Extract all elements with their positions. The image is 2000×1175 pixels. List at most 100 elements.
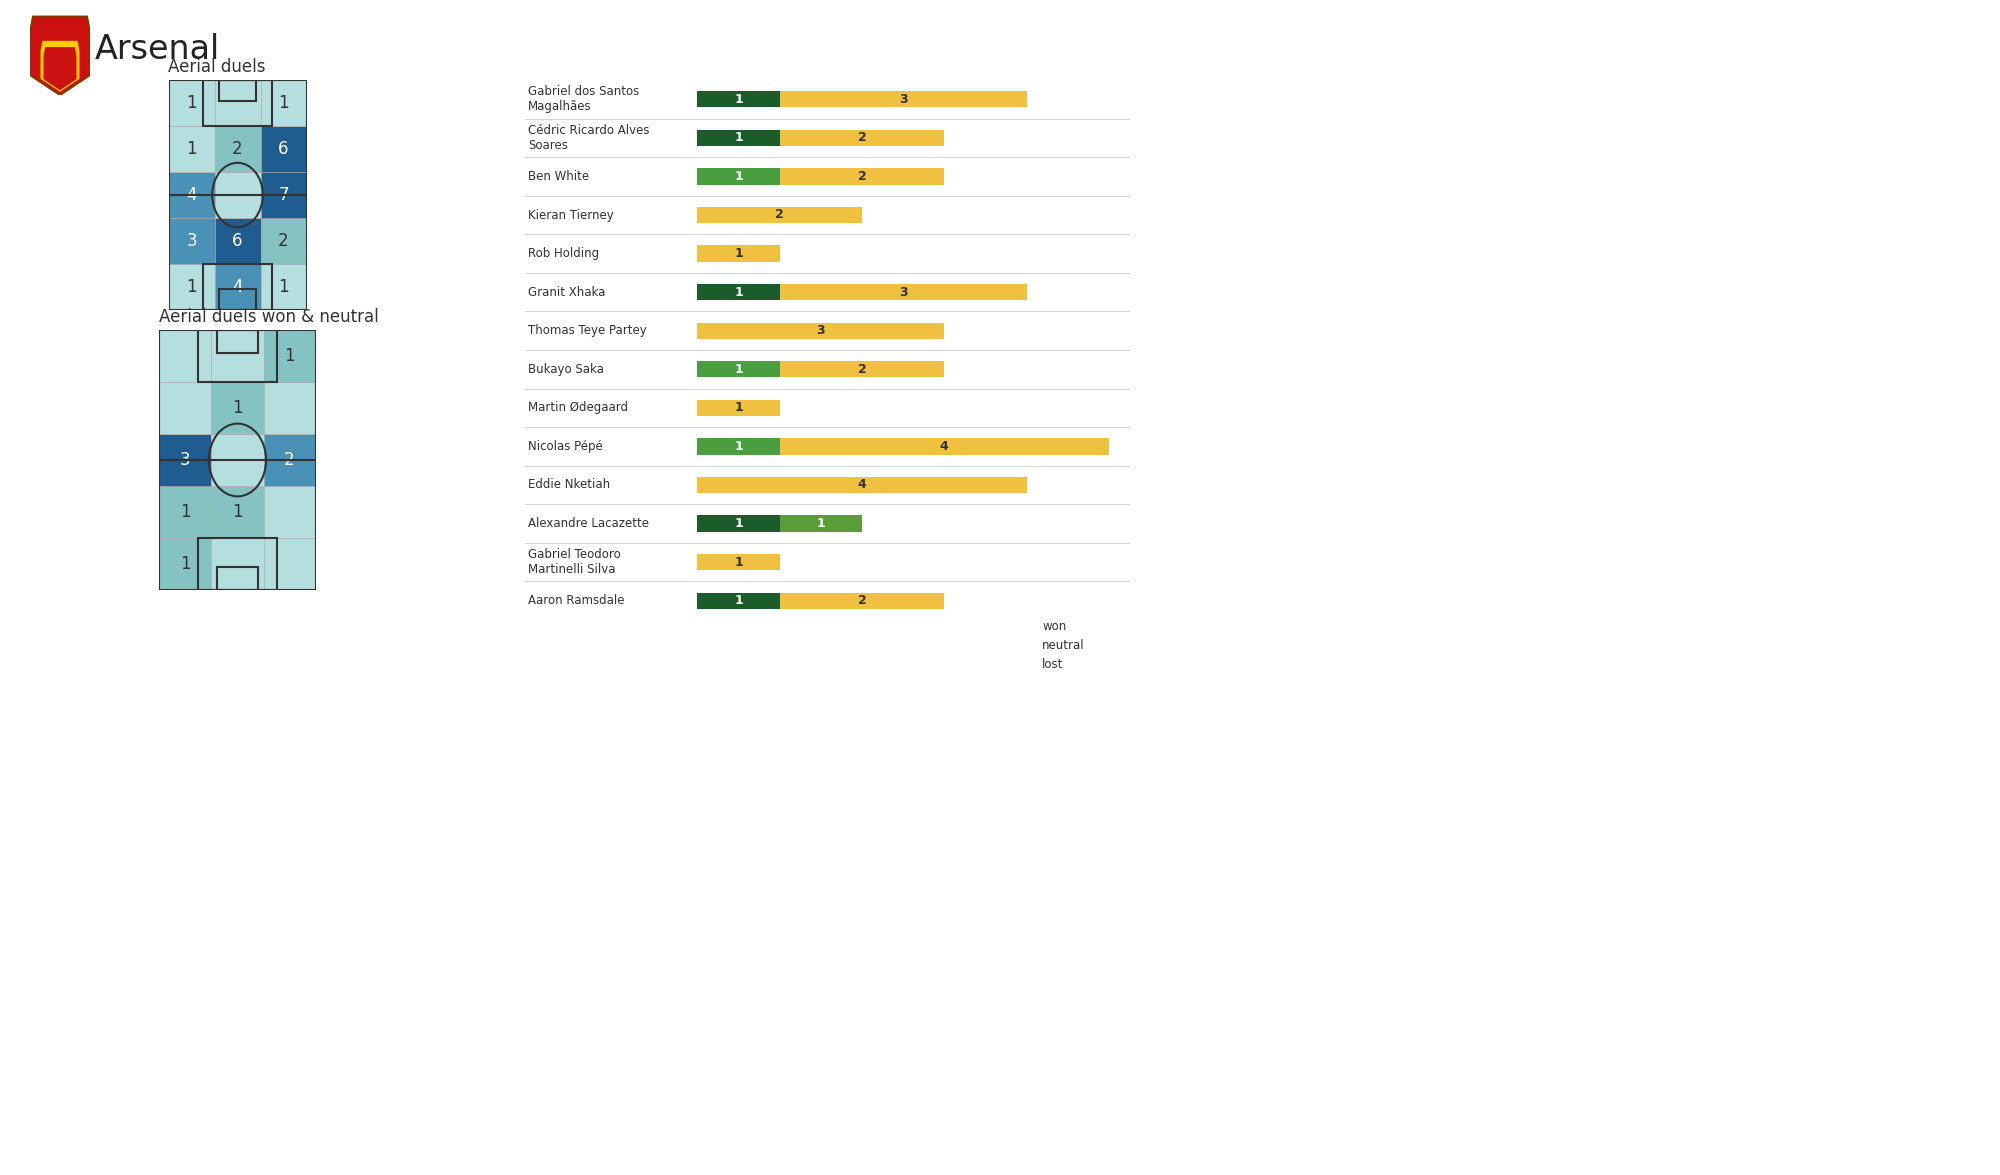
Bar — [160, 382, 212, 434]
Text: 4: 4 — [858, 478, 866, 491]
Text: 4: 4 — [940, 439, 948, 452]
Text: Nicolas Pépé: Nicolas Pépé — [528, 439, 602, 452]
Bar — [698, 168, 780, 184]
Text: Gabriel dos Santos
Magalhães: Gabriel dos Santos Magalhães — [528, 86, 640, 113]
Text: Granit Xhaka: Granit Xhaka — [528, 286, 606, 298]
Bar — [698, 477, 1026, 493]
Bar — [160, 434, 212, 486]
Bar — [168, 219, 214, 264]
Text: 1: 1 — [734, 286, 742, 298]
Bar — [168, 264, 214, 310]
Text: 1: 1 — [734, 247, 742, 260]
Text: Aerial duels: Aerial duels — [168, 58, 266, 75]
Bar — [698, 246, 780, 262]
Text: Martin Ødegaard: Martin Ødegaard — [528, 402, 628, 415]
Text: 3: 3 — [898, 93, 908, 106]
Bar — [698, 323, 944, 338]
Bar — [212, 382, 264, 434]
Text: 1: 1 — [186, 278, 196, 296]
Bar — [698, 284, 780, 301]
Bar — [198, 538, 276, 590]
Text: 3: 3 — [180, 451, 190, 469]
Text: 2: 2 — [776, 208, 784, 222]
Text: 1: 1 — [278, 94, 288, 112]
Bar — [160, 330, 212, 382]
Text: neutral: neutral — [1042, 639, 1084, 652]
Text: Rob Holding: Rob Holding — [528, 247, 600, 260]
Bar — [220, 80, 256, 101]
Text: Bukayo Saka: Bukayo Saka — [528, 363, 604, 376]
Bar — [168, 80, 214, 126]
Bar — [780, 129, 944, 146]
Bar — [214, 219, 260, 264]
Bar — [264, 486, 316, 538]
Bar — [220, 289, 256, 310]
Text: 1: 1 — [734, 132, 742, 145]
Bar — [780, 438, 1108, 455]
Text: 6: 6 — [278, 140, 288, 157]
Text: 4: 4 — [186, 186, 196, 204]
Text: Thomas Teye Partey: Thomas Teye Partey — [528, 324, 646, 337]
Text: Gabriel Teodoro
Martinelli Silva: Gabriel Teodoro Martinelli Silva — [528, 549, 620, 576]
Text: 1: 1 — [734, 363, 742, 376]
Text: 1: 1 — [734, 402, 742, 415]
Text: 1: 1 — [816, 517, 826, 530]
Text: Aerial duels won & neutral: Aerial duels won & neutral — [160, 308, 380, 325]
Bar — [698, 207, 862, 223]
Bar — [260, 172, 306, 219]
Text: Eddie Nketiah: Eddie Nketiah — [528, 478, 610, 491]
Bar — [160, 486, 212, 538]
Text: lost: lost — [1042, 658, 1064, 671]
Bar — [264, 434, 316, 486]
Bar — [264, 330, 316, 382]
Bar — [264, 538, 316, 590]
Text: 3: 3 — [898, 286, 908, 298]
Text: 4: 4 — [232, 278, 242, 296]
Bar — [698, 400, 780, 416]
Bar — [698, 555, 780, 570]
Text: 2: 2 — [858, 363, 866, 376]
Bar — [260, 126, 306, 172]
Bar — [216, 330, 258, 354]
Bar — [198, 330, 276, 382]
Bar — [214, 264, 260, 310]
Bar — [698, 438, 780, 455]
Text: 2: 2 — [232, 140, 242, 157]
Text: Kieran Tierney: Kieran Tierney — [528, 208, 614, 222]
Bar — [212, 434, 264, 486]
Bar — [1022, 640, 1036, 650]
Bar — [160, 538, 212, 590]
Bar — [214, 172, 260, 219]
Bar — [1022, 622, 1036, 631]
Bar — [698, 361, 780, 377]
Text: 1: 1 — [186, 140, 196, 157]
Bar — [214, 80, 260, 126]
Text: 1: 1 — [186, 94, 196, 112]
Polygon shape — [30, 16, 90, 95]
Bar — [212, 330, 264, 382]
Bar — [780, 92, 1026, 107]
Text: 1: 1 — [734, 556, 742, 569]
Bar — [168, 126, 214, 172]
Text: 1: 1 — [180, 555, 190, 573]
Text: 1: 1 — [734, 439, 742, 452]
Text: 6: 6 — [232, 231, 242, 250]
Bar — [698, 592, 780, 609]
Bar — [216, 566, 258, 590]
Text: 1: 1 — [734, 517, 742, 530]
Bar — [1022, 660, 1036, 669]
Text: 1: 1 — [734, 170, 742, 183]
Polygon shape — [40, 41, 80, 92]
Bar — [168, 172, 214, 219]
Text: 1: 1 — [734, 93, 742, 106]
Bar — [260, 264, 306, 310]
Bar — [698, 516, 780, 531]
Text: Alexandre Lacazette: Alexandre Lacazette — [528, 517, 650, 530]
Text: 1: 1 — [734, 595, 742, 607]
Bar — [780, 361, 944, 377]
Bar — [698, 129, 780, 146]
Text: 1: 1 — [284, 347, 294, 365]
Bar — [780, 284, 1026, 301]
Bar — [780, 516, 862, 531]
Text: 1: 1 — [278, 278, 288, 296]
